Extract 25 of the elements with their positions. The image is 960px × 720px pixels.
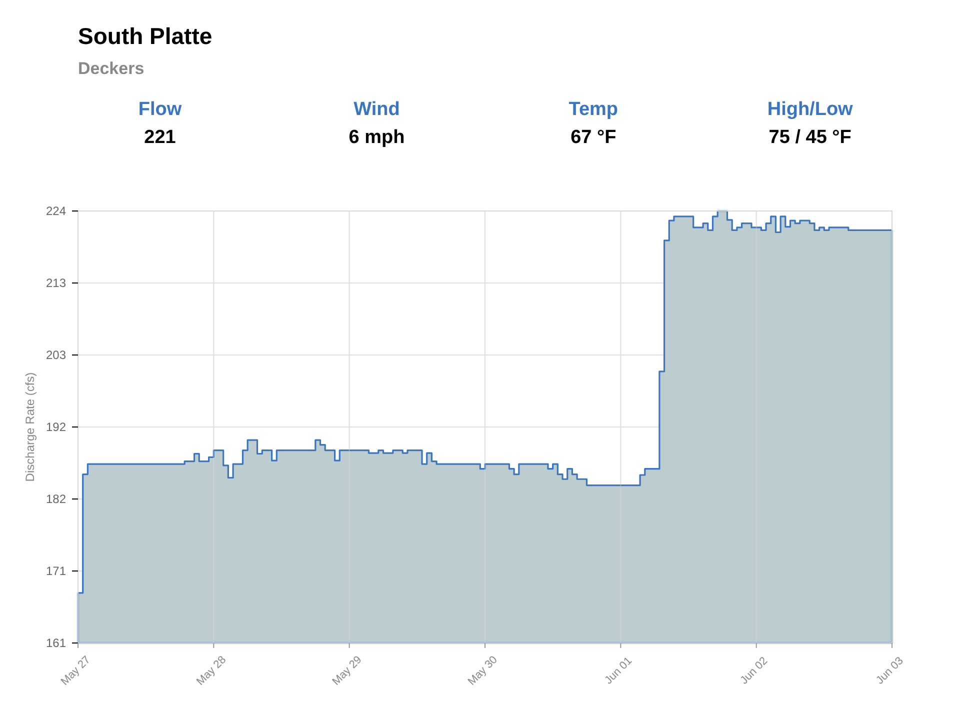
chart-title: South Platte xyxy=(78,23,212,49)
y-tick-label: 192 xyxy=(46,420,66,434)
y-tick-label: 213 xyxy=(46,276,66,290)
text: 75 / 45 °F xyxy=(768,127,852,148)
text: Temp xyxy=(568,99,618,120)
x-tick-label: Jun 02 xyxy=(738,654,770,687)
text: Wind xyxy=(354,99,400,120)
text: Flow xyxy=(138,99,182,120)
text: High/Low xyxy=(767,99,854,120)
chart-subtitle: Deckers xyxy=(78,59,144,78)
x-tick-label: May 28 xyxy=(194,654,229,688)
text: 67 °F xyxy=(570,127,616,148)
y-tick-label: 203 xyxy=(46,348,66,362)
x-tick-label: Jun 01 xyxy=(602,654,634,687)
text: 6 mph xyxy=(348,127,405,148)
y-tick-label: 182 xyxy=(46,492,66,506)
text: 221 xyxy=(144,127,176,148)
y-tick-label: 224 xyxy=(46,204,66,218)
x-tick-label: May 27 xyxy=(58,654,93,688)
x-tick-label: May 30 xyxy=(466,654,500,688)
y-axis-title: Discharge Rate (cfs) xyxy=(23,372,37,482)
y-tick-label: 171 xyxy=(46,564,66,578)
x-tick-label: May 29 xyxy=(330,654,364,688)
y-tick-label: 161 xyxy=(46,636,66,650)
x-tick-label: Jun 03 xyxy=(874,654,906,687)
